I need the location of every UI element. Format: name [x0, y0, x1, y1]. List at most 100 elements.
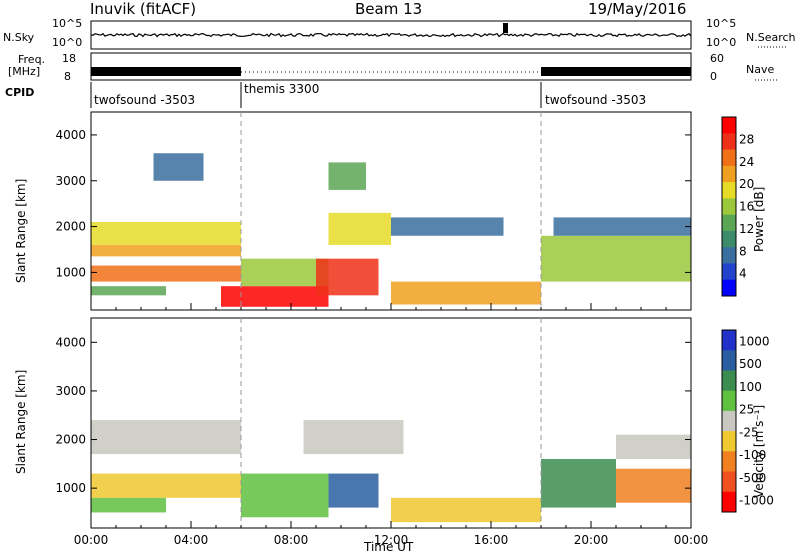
- scatter-band-velocity-7: [541, 458, 616, 508]
- scatter-band-power-1: [91, 244, 241, 257]
- velocity-colorbar-tick-1: 500: [739, 357, 762, 371]
- scatter-band-velocity-6: [391, 497, 541, 523]
- scatter-band-velocity-8: [616, 468, 691, 503]
- scatter-band-velocity-3: [241, 473, 329, 518]
- velocity-colorbar-tick-2: 100: [739, 380, 762, 394]
- velocity-colorbar-cell-1: [722, 350, 736, 371]
- scatter-band-velocity-9: [616, 434, 691, 459]
- nsearch-label: N.Search: [746, 31, 796, 44]
- nave-tick-top: 60: [710, 52, 724, 65]
- cpid-label: CPID: [5, 86, 35, 99]
- xtick-label-3: 12:00: [374, 533, 409, 547]
- power-colorbar-cell-1: [722, 133, 736, 151]
- station-title: Inuvik (fitACF): [90, 0, 197, 18]
- nsearch-tick-top: 10^5: [706, 17, 737, 30]
- power-ytick-label-1: 2000: [55, 220, 86, 234]
- velocity-ytick-label-2: 3000: [55, 384, 86, 398]
- power-colorbar-tick-3: 16: [739, 200, 754, 214]
- freq-tick-top: 18: [62, 52, 76, 65]
- time-xlabel: Time UT: [364, 540, 414, 554]
- velocity-colorbar-frame: [721, 329, 737, 513]
- power-ytick-label-3: 4000: [55, 128, 86, 142]
- nsky-spike: [503, 23, 508, 33]
- xtick-label-1: 04:00: [174, 533, 209, 547]
- power-colorbar-cell-6: [722, 214, 736, 232]
- velocity-colorbar-cell-2: [722, 370, 736, 392]
- cpid-segment-2: themis 3300: [244, 82, 320, 96]
- nave-tick-bottom: 0: [710, 70, 717, 83]
- scatter-band-power-9: [328, 162, 366, 190]
- power-colorbar-label: Power [dB]: [752, 186, 766, 252]
- velocity-ytick-label-1: 2000: [55, 433, 86, 447]
- velocity-ytick-label-0: 1000: [55, 481, 86, 495]
- nsky-tick-bottom: 10^0: [52, 36, 83, 49]
- velocity-colorbar-tick-3: 25: [739, 403, 754, 417]
- nsearch-tick-bottom: 10^0: [706, 36, 737, 49]
- xtick-label-6: 00:00: [674, 533, 709, 547]
- velocity-colorbar-cell-4: [722, 410, 736, 432]
- power-colorbar-tick-4: 20: [739, 177, 754, 191]
- scatter-band-power-12: [541, 235, 691, 282]
- velocity-colorbar-tick-4: -25: [739, 425, 759, 439]
- power-ylabel: Slant Range [km]: [14, 178, 28, 283]
- nave-label: Nave: [746, 63, 775, 76]
- scatter-band-power-6: [241, 258, 329, 287]
- velocity-colorbar-cell-6: [722, 451, 736, 473]
- scatter-band-power-7: [316, 258, 379, 296]
- power-colorbar-cell-4: [722, 182, 736, 199]
- power-colorbar-tick-1: 8: [739, 244, 747, 258]
- freq-panel: [90, 52, 692, 81]
- scatter-band-power-5: [221, 286, 329, 307]
- nsky-tick-top: 10^5: [52, 17, 83, 30]
- power-colorbar-tick-0: 4: [739, 267, 747, 281]
- scatter-band-power-3: [91, 286, 166, 296]
- power-colorbar-cell-2: [722, 149, 736, 167]
- scatter-band-power-13: [553, 217, 691, 236]
- power-colorbar-tick-5: 24: [739, 155, 754, 169]
- velocity-colorbar-cell-5: [722, 431, 736, 452]
- freq-unit-label: [MHz]: [8, 65, 41, 78]
- freq-band-twofsound-1: [91, 67, 241, 76]
- power-colorbar-cell-3: [722, 165, 736, 183]
- beam-title: Beam 13: [355, 0, 423, 18]
- velocity-colorbar-cell-8: [722, 491, 736, 513]
- power-colorbar-cell-10: [722, 279, 736, 297]
- scatter-band-velocity-0: [91, 420, 241, 455]
- freq-band-twofsound-2: [541, 67, 691, 76]
- power-ytick-label-0: 1000: [55, 265, 86, 279]
- scatter-band-power-4: [153, 153, 204, 181]
- xtick-label-5: 20:00: [574, 533, 609, 547]
- scatter-band-velocity-1: [91, 473, 241, 498]
- scatter-band-power-8: [328, 212, 391, 245]
- velocity-ytick-label-3: 4000: [55, 335, 86, 349]
- nsky-trace: [90, 32, 692, 38]
- velocity-colorbar-label: Velocity [m s⁻¹]: [752, 404, 766, 498]
- scatter-band-velocity-2: [91, 497, 166, 513]
- scatter-band-power-10: [391, 281, 541, 305]
- velocity-colorbar-tick-6: -500: [739, 471, 766, 485]
- velocity-colorbar-tick-5: -100: [739, 448, 766, 462]
- power-colorbar-tick-2: 12: [739, 222, 754, 236]
- power-colorbar-tick-6: 28: [739, 132, 754, 146]
- power-colorbar-cell-9: [722, 263, 736, 281]
- cpid-segment-3: twofsound -3503: [545, 93, 647, 107]
- freq-tick-bottom: 8: [64, 70, 71, 83]
- nsky-label: N.Sky: [3, 31, 35, 44]
- power-colorbar-frame: [721, 116, 737, 297]
- date-title: 19/May/2016: [588, 0, 687, 18]
- scatter-band-power-11: [391, 217, 504, 236]
- nsky-panel: [90, 20, 692, 50]
- velocity-colorbar-tick-0: 1000: [739, 334, 770, 348]
- power-colorbar-cell-8: [722, 247, 736, 264]
- power-colorbar-cell-5: [722, 198, 736, 216]
- velocity-colorbar-cell-3: [722, 390, 736, 412]
- xtick-label-0: 00:00: [74, 533, 109, 547]
- scatter-band-velocity-5: [328, 473, 379, 508]
- scatter-band-velocity-4: [303, 420, 404, 455]
- scatter-band-power-0: [91, 222, 241, 245]
- velocity-colorbar-tick-7: -1000: [739, 494, 774, 508]
- power-colorbar-cell-0: [722, 117, 736, 134]
- velocity-colorbar-cell-7: [722, 471, 736, 493]
- power-colorbar-cell-7: [722, 230, 736, 248]
